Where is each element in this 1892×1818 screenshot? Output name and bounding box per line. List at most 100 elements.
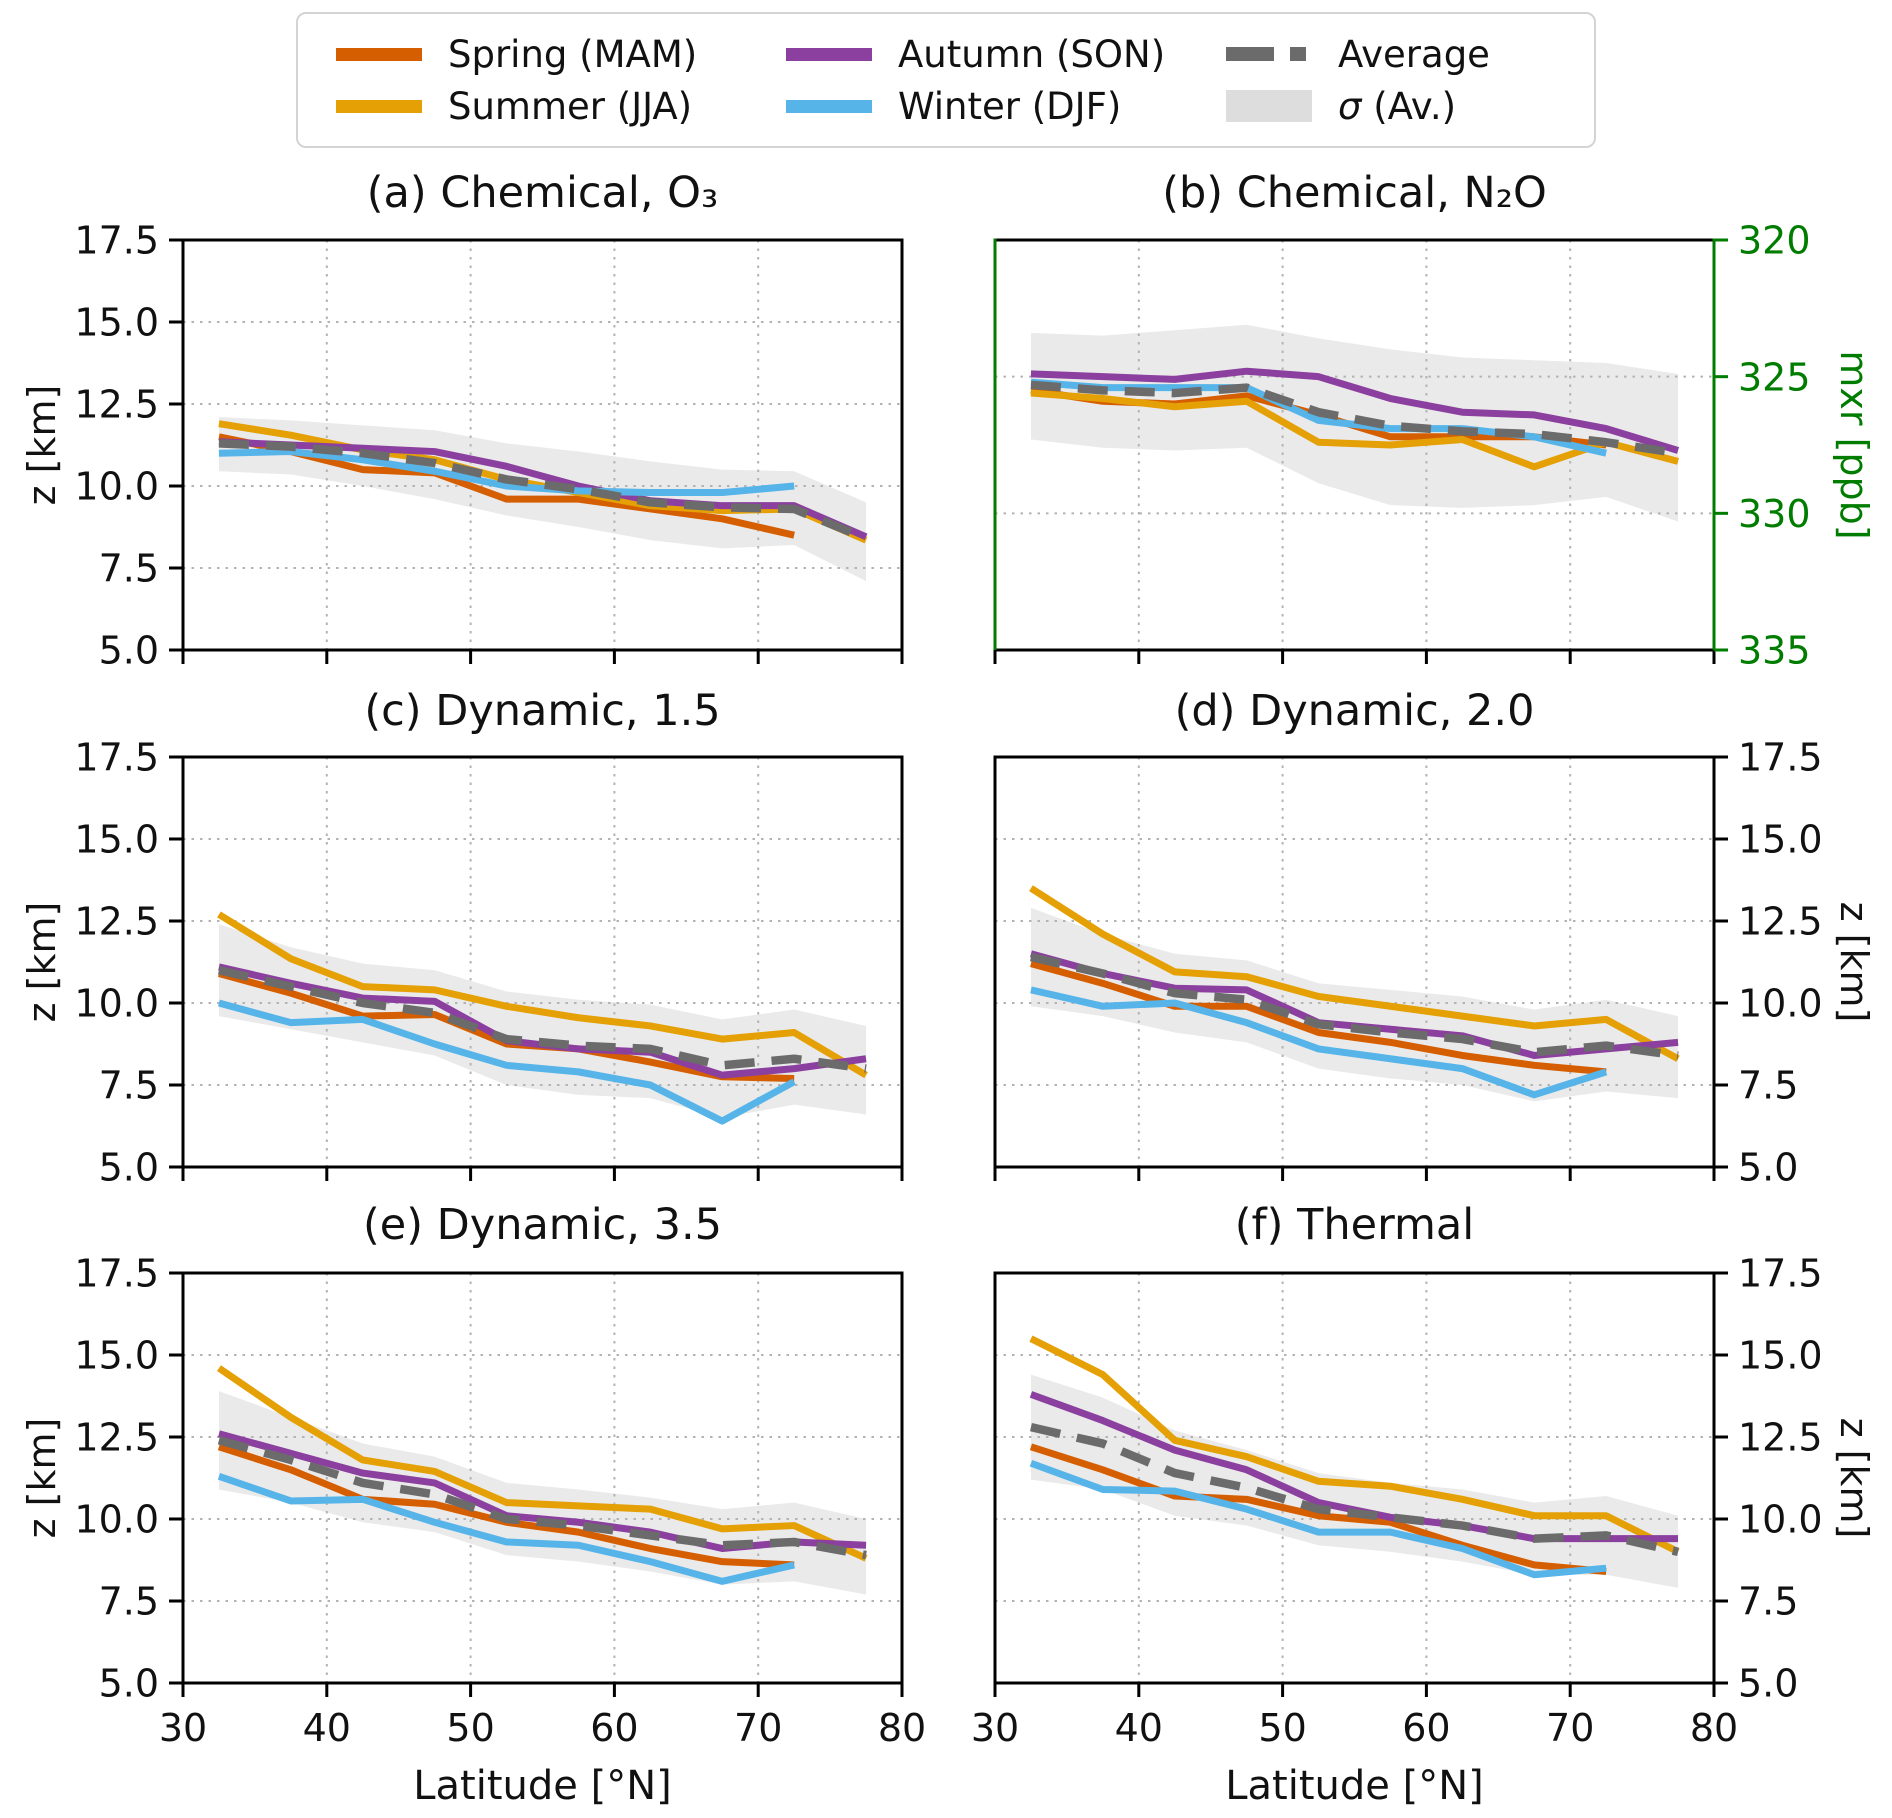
y-tick-label: 15.0 [74,818,159,862]
y-tick-label: 12.5 [74,900,159,944]
x-tick-label: 70 [734,1706,782,1750]
x-tick-label: 30 [159,1706,207,1750]
x-tick-label: 80 [1690,1706,1738,1750]
y-tick-label: 10.0 [74,1498,159,1542]
panel-b-ylabel: mxr [ppb] [1832,350,1876,540]
panel-d-ylabel: z [km] [1832,901,1876,1023]
panel-f-ylabel: z [km] [1832,1417,1876,1539]
legend-item-average: Average [1226,33,1556,76]
gridlines [183,757,902,1167]
legend-label-summer: Summer (JJA) [448,84,693,128]
x-tick-label: 40 [1115,1706,1163,1750]
legend-item-summer: Summer (JJA) [336,85,786,128]
legend-label-winter: Winter (DJF) [898,84,1122,128]
y-ticks: 17.5 15.0 12.5 10.0 7.5 5.0 [74,219,183,673]
panel-e-plot: 30 40 50 60 70 80 17.5 15.0 12.5 10.0 7.5 5.0 [74,1252,926,1750]
y-ticks: 17.5 15.0 12.5 10.0 7.5 5.0 [74,736,183,1190]
axes-spines [993,238,1716,652]
x-ticks [993,650,1716,664]
x-tick-label: 40 [303,1706,351,1750]
series-winter-line [218,999,796,1125]
series-winter-line [1030,986,1608,1099]
y-tick-label: 10.0 [1738,982,1823,1026]
series-spring-line [1029,1443,1607,1575]
x-ticks [181,650,904,664]
x-tick-label: 50 [446,1706,494,1750]
axes-spines [181,238,904,652]
series-average-line [217,1436,867,1560]
y-tick-label: 10.0 [74,465,159,509]
y-tick-label: 17.5 [74,219,159,263]
winter-line-swatch [786,99,872,113]
y-tick-label: 325 [1738,355,1811,399]
y-ticks: 320 325 330 335 [1714,219,1811,673]
x-ticks [181,1167,904,1181]
gridlines [183,240,902,650]
legend-item-sigma: σ (Av.) [1226,85,1556,128]
series-average-line [218,439,868,543]
y-tick-label: 17.5 [1738,1252,1823,1296]
y-tick-label: 15.0 [1738,1334,1823,1378]
panel-f-title: (f) Thermal [1234,1200,1475,1250]
panel-e-ylabel: z [km] [20,1417,64,1539]
legend-label-sigma: σ (Av.) [1338,84,1457,128]
gridlines [995,1273,1714,1683]
legend-item-winter: Winter (DJF) [786,85,1226,128]
x-tick-label: 30 [971,1706,1019,1750]
panel-b-title: (b) Chemical, N₂O [1162,168,1547,218]
series-summer-line [1030,389,1679,471]
y-tick-label: 5.0 [99,629,159,673]
y-ticks: 17.5 15.0 12.5 10.0 7.5 5.0 [1714,1252,1823,1706]
panel-a-ylabel: z [km] [20,384,64,506]
y-tick-label: 320 [1738,219,1811,263]
panel-f-xlabel: Latitude [°N] [1225,1763,1484,1809]
panel-c-plot: 17.5 15.0 12.5 10.0 7.5 5.0 [74,736,904,1190]
y-tick-label: 10.0 [74,982,159,1026]
panel-e-xlabel: Latitude [°N] [413,1763,672,1809]
y-tick-label: 7.5 [1738,1580,1798,1624]
axes-spines [993,755,1716,1169]
x-ticks: 30 40 50 60 70 80 [971,1683,1738,1750]
y-tick-label: 15.0 [74,1334,159,1378]
axes-spines [181,1271,904,1685]
x-tick-label: 50 [1258,1706,1306,1750]
x-tick-label: 60 [590,1706,638,1750]
series-spring-line [1030,960,1607,1076]
y-tick-label: 330 [1738,492,1811,536]
legend-label-autumn: Autumn (SON) [898,32,1166,76]
legend-item-autumn: Autumn (SON) [786,33,1226,76]
spring-line-swatch [336,47,422,61]
y-tick-label: 7.5 [99,1064,159,1108]
y-tick-label: 12.5 [1738,1416,1823,1460]
x-tick-label: 70 [1546,1706,1594,1750]
panel-a-title: (a) Chemical, O₃ [366,168,719,218]
y-tick-label: 5.0 [99,1146,159,1190]
series-winter-line [218,448,795,497]
y-tick-label: 5.0 [1738,1662,1798,1706]
y-tick-label: 12.5 [1738,900,1823,944]
y-tick-label: 12.5 [74,1416,159,1460]
panel-d-plot: 17.5 15.0 12.5 10.0 7.5 5.0 [993,736,1823,1190]
series-autumn-line [1030,367,1680,454]
y-tick-label: 17.5 [74,1252,159,1296]
series-average-line [1030,1423,1679,1556]
gridlines [183,1273,902,1683]
y-tick-label: 5.0 [99,1662,159,1706]
panel-a-plot: 17.5 15.0 12.5 10.0 7.5 5.0 [74,219,904,673]
y-ticks: 17.5 15.0 12.5 10.0 7.5 5.0 [74,1252,183,1706]
series-summer-line [1029,1335,1680,1555]
x-tick-label: 80 [878,1706,926,1750]
axes-spines [181,755,904,1169]
legend: Spring (MAM) Autumn (SON) Average Summer… [296,12,1596,148]
x-ticks [993,1167,1716,1181]
legend-label-average: Average [1338,32,1490,76]
y-ticks: 17.5 15.0 12.5 10.0 7.5 5.0 [1714,736,1823,1190]
series-average-line [1030,380,1679,458]
panel-e-title: (e) Dynamic, 3.5 [362,1200,723,1250]
panel-c-ylabel: z [km] [20,901,64,1023]
autumn-line-swatch [786,47,872,61]
panel-f-plot: 30 40 50 60 70 80 17.5 15.0 12.5 10.0 7.5 5.0 [971,1252,1823,1750]
panel-d-title: (d) Dynamic, 2.0 [1174,686,1535,736]
sigma-patch-swatch [1226,90,1312,122]
